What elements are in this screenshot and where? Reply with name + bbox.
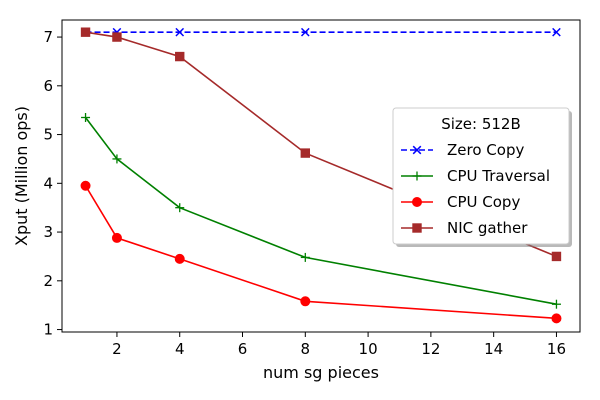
- y-tick-label: 6: [43, 77, 53, 95]
- legend-swatch-marker: [412, 223, 422, 233]
- data-point-cpu-traversal: [81, 113, 91, 122]
- data-point-nic-gather: [80, 27, 91, 37]
- data-point-nic-gather: [112, 32, 122, 42]
- legend-entry-nic-gather: NIC gather: [401, 219, 528, 237]
- y-tick-label: 4: [43, 174, 53, 192]
- legend-title: Size: 512B: [441, 115, 521, 133]
- marker-stroke: [412, 145, 422, 155]
- data-point-nic-gather: [551, 251, 562, 262]
- y-tick-label: 7: [43, 28, 53, 46]
- data-point-cpu-traversal: [112, 154, 122, 164]
- data-point-cpu-copy: [80, 180, 91, 191]
- legend-label: CPU Copy: [447, 193, 520, 211]
- y-tick-label: 5: [43, 126, 53, 144]
- plot-area-frame: [61, 19, 581, 333]
- series-cpu-copy: [80, 180, 562, 324]
- x-tick-label: 4: [175, 340, 185, 358]
- data-point-cpu-copy: [174, 253, 185, 264]
- y-tick-label: 1: [43, 321, 53, 339]
- x-tick-label: 14: [484, 340, 503, 358]
- y-tick-label: 2: [43, 272, 53, 290]
- data-point-zero-copy: [175, 27, 185, 37]
- legend-swatch-marker: [412, 171, 422, 181]
- data-point-nic-gather: [175, 51, 185, 62]
- legend: Size: 512B Zero Copy CPU Traversal CPU Cop…: [392, 107, 572, 247]
- x-tick-label: 6: [238, 340, 248, 358]
- x-tick-label: 2: [112, 340, 122, 358]
- legend-label: NIC gather: [447, 219, 528, 237]
- legend-entries: Zero Copy CPU Traversal CPU Copy NIC gather: [401, 141, 550, 237]
- data-point-zero-copy: [300, 27, 310, 37]
- data-point-cpu-copy: [300, 296, 311, 307]
- marker-stroke: [552, 27, 561, 37]
- y-tick-label: 3: [43, 223, 53, 241]
- data-point-cpu-traversal: [300, 252, 310, 262]
- data-point-nic-gather: [300, 148, 311, 158]
- series-cpu-traversal: [81, 113, 561, 309]
- legend-entry-zero-copy: Zero Copy: [401, 141, 524, 159]
- x-tick-label: 8: [301, 340, 311, 358]
- y-axis-label: Xput (Million ops): [12, 106, 31, 246]
- legend-label: Zero Copy: [447, 141, 524, 159]
- legend-entry-cpu-copy: CPU Copy: [401, 193, 520, 211]
- data-point-cpu-traversal: [551, 299, 561, 309]
- x-tick-label: 16: [547, 340, 566, 358]
- x-axis-label: num sg pieces: [263, 363, 379, 382]
- legend-swatch-marker: [412, 145, 422, 155]
- legend-entry-cpu-traversal: CPU Traversal: [401, 167, 550, 185]
- data-point-cpu-copy: [111, 232, 122, 243]
- marker-stroke: [300, 27, 310, 37]
- data-point-cpu-traversal: [175, 203, 185, 213]
- data-point-cpu-copy: [551, 313, 562, 324]
- marker-stroke: [175, 27, 185, 37]
- series-nic-gather: [80, 27, 562, 262]
- x-axis: 2 4 6 8 10 12 14 16: [112, 332, 566, 358]
- legend-label: CPU Traversal: [447, 167, 550, 185]
- legend-swatch-marker: [412, 197, 422, 207]
- x-tick-label: 10: [359, 340, 378, 358]
- data-point-zero-copy: [552, 27, 561, 37]
- legend-box: [392, 107, 570, 245]
- y-axis: 1 2 3 4 5 6 7: [43, 28, 62, 339]
- series-layer: [80, 27, 562, 324]
- x-tick-label: 12: [421, 340, 440, 358]
